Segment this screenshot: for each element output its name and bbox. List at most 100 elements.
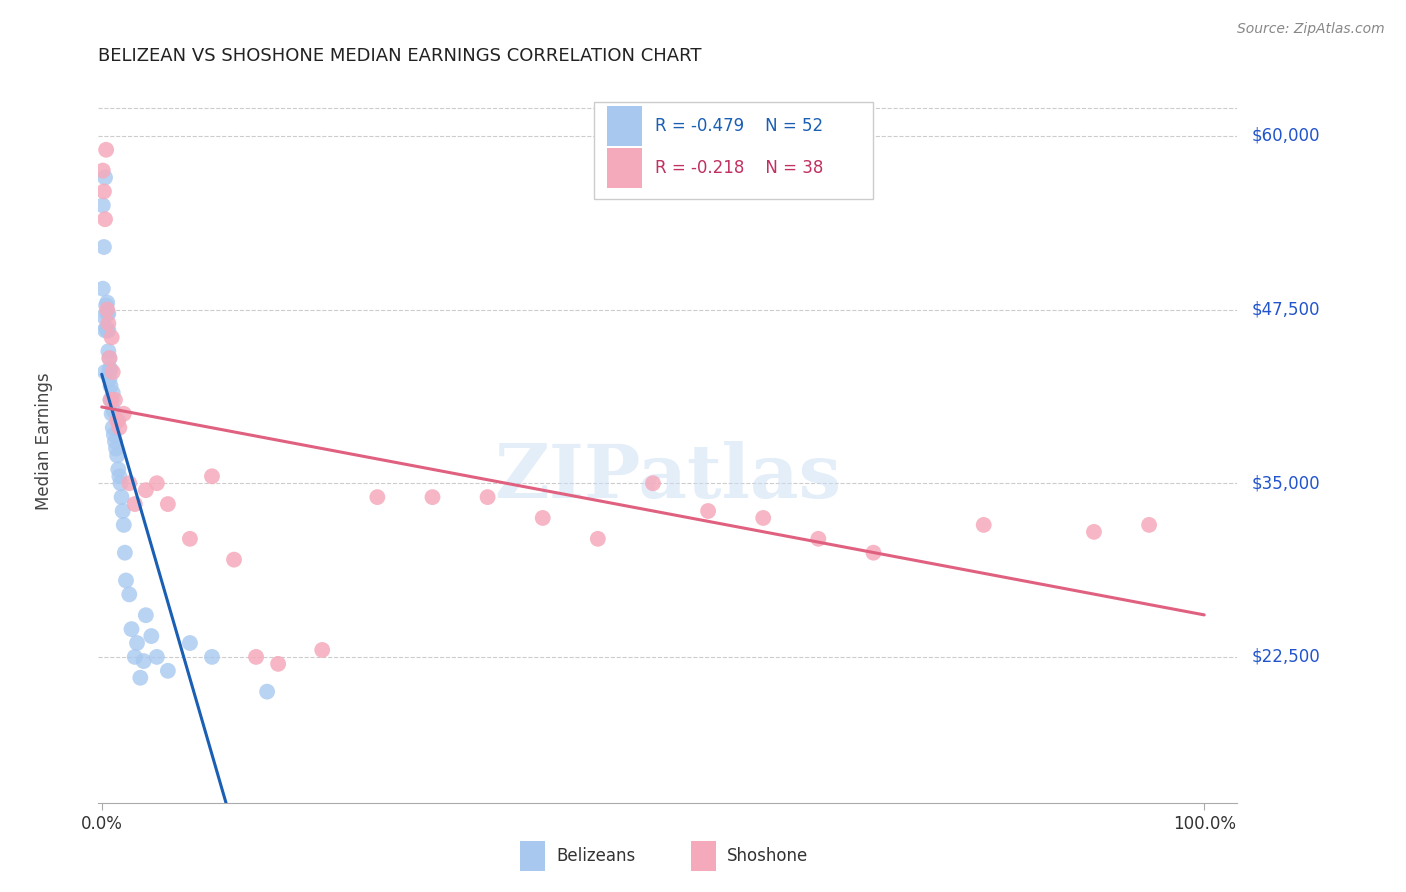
Point bbox=[641, 476, 664, 491]
Bar bbox=[607, 106, 641, 146]
Point bbox=[96, 302, 118, 317]
Point bbox=[98, 351, 121, 366]
Point bbox=[1137, 517, 1160, 532]
Point bbox=[156, 664, 179, 678]
Text: $35,000: $35,000 bbox=[1251, 475, 1320, 492]
Point bbox=[366, 490, 388, 504]
Point bbox=[125, 636, 148, 650]
Point bbox=[201, 649, 224, 664]
Point bbox=[1083, 524, 1105, 539]
Point bbox=[101, 365, 124, 379]
Point bbox=[104, 392, 127, 407]
Point bbox=[108, 469, 131, 483]
Point bbox=[96, 307, 118, 321]
Text: $22,500: $22,500 bbox=[1251, 648, 1320, 666]
Point bbox=[422, 490, 444, 504]
Point bbox=[97, 323, 120, 337]
Point bbox=[135, 483, 157, 498]
Point bbox=[256, 684, 278, 698]
Point bbox=[103, 404, 125, 418]
Point bbox=[132, 654, 155, 668]
Point bbox=[97, 307, 120, 321]
Bar bbox=[607, 148, 641, 188]
Point bbox=[97, 317, 120, 331]
Point bbox=[98, 362, 121, 376]
Point bbox=[141, 629, 163, 643]
Point bbox=[121, 622, 143, 636]
Point bbox=[146, 649, 169, 664]
Text: Belizeans: Belizeans bbox=[557, 847, 636, 865]
Point bbox=[110, 490, 132, 504]
Point bbox=[91, 198, 114, 212]
Point bbox=[114, 546, 136, 560]
Bar bbox=[593, 102, 873, 200]
Point bbox=[97, 344, 120, 359]
Point bbox=[201, 469, 224, 483]
Point bbox=[91, 282, 114, 296]
Point bbox=[96, 295, 118, 310]
Point bbox=[118, 476, 141, 491]
Point bbox=[112, 407, 135, 421]
Point bbox=[100, 362, 122, 376]
Point bbox=[94, 212, 117, 227]
Point bbox=[94, 365, 117, 379]
Point bbox=[98, 351, 121, 366]
Text: Shoshone: Shoshone bbox=[727, 847, 808, 865]
Point bbox=[100, 392, 122, 407]
Point bbox=[94, 320, 117, 334]
Text: ZIPatlas: ZIPatlas bbox=[495, 442, 841, 514]
Point bbox=[124, 649, 146, 664]
Point bbox=[531, 511, 554, 525]
Text: R = -0.218    N = 38: R = -0.218 N = 38 bbox=[655, 159, 824, 177]
Point bbox=[135, 608, 157, 623]
Point bbox=[94, 323, 117, 337]
Point bbox=[146, 476, 169, 491]
Point bbox=[94, 298, 117, 312]
Text: Median Earnings: Median Earnings bbox=[35, 373, 53, 510]
Text: R = -0.479    N = 52: R = -0.479 N = 52 bbox=[655, 117, 824, 135]
Point bbox=[105, 414, 128, 428]
Point bbox=[105, 449, 128, 463]
Point bbox=[973, 517, 995, 532]
Point bbox=[697, 504, 720, 518]
Point bbox=[100, 407, 122, 421]
Point bbox=[156, 497, 179, 511]
Point bbox=[100, 379, 122, 393]
Point bbox=[93, 310, 115, 324]
Point bbox=[101, 385, 124, 400]
Point bbox=[112, 517, 135, 532]
Point bbox=[107, 414, 129, 428]
Point bbox=[108, 420, 131, 434]
Point bbox=[91, 163, 114, 178]
Text: Source: ZipAtlas.com: Source: ZipAtlas.com bbox=[1237, 22, 1385, 37]
Point bbox=[94, 170, 117, 185]
Point bbox=[105, 442, 128, 456]
Point bbox=[111, 504, 134, 518]
Text: $60,000: $60,000 bbox=[1251, 127, 1320, 145]
Point bbox=[100, 392, 122, 407]
Point bbox=[101, 420, 124, 434]
Point bbox=[100, 392, 122, 407]
Point bbox=[104, 434, 127, 449]
Point bbox=[311, 643, 333, 657]
Point bbox=[100, 330, 122, 344]
Bar bbox=[520, 841, 546, 871]
Point bbox=[118, 587, 141, 601]
Text: $47,500: $47,500 bbox=[1251, 301, 1320, 318]
Point bbox=[110, 476, 132, 491]
Point bbox=[107, 462, 129, 476]
Bar bbox=[690, 841, 716, 871]
Point bbox=[96, 323, 118, 337]
Point bbox=[115, 574, 138, 588]
Point bbox=[222, 552, 245, 566]
Point bbox=[267, 657, 290, 671]
Point bbox=[93, 240, 115, 254]
Point bbox=[124, 497, 146, 511]
Point bbox=[179, 636, 201, 650]
Point bbox=[586, 532, 609, 546]
Point bbox=[179, 532, 201, 546]
Point bbox=[807, 532, 830, 546]
Point bbox=[862, 546, 884, 560]
Point bbox=[752, 511, 775, 525]
Point bbox=[93, 185, 115, 199]
